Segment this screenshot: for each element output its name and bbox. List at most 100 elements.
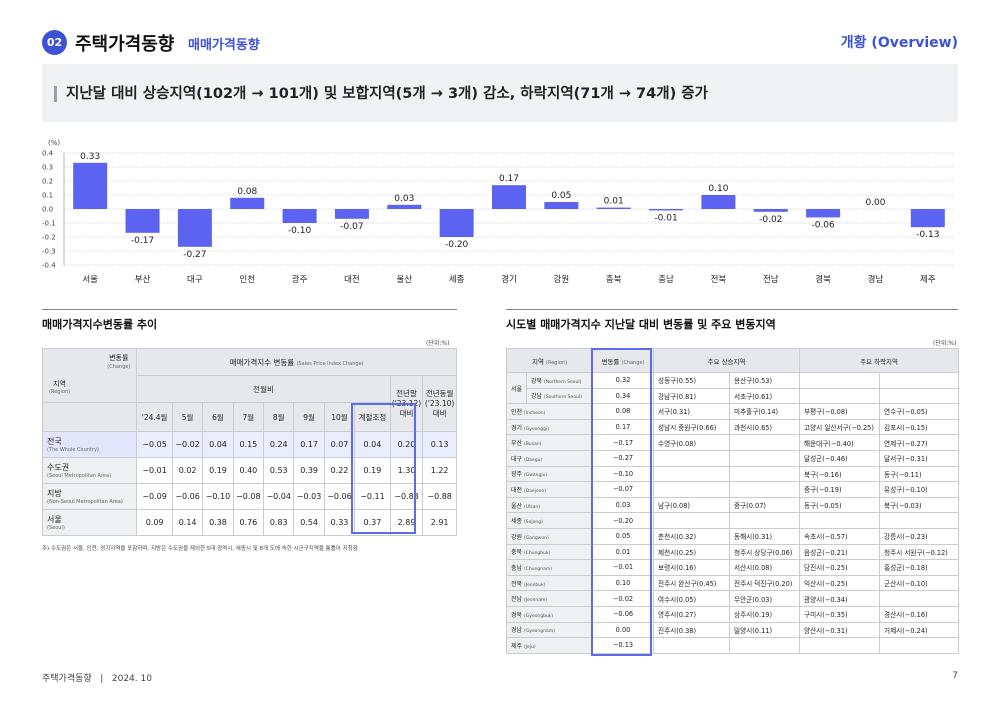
category-label: 경기 (501, 274, 517, 285)
category-label: 제주 (920, 275, 936, 285)
rise-region-cell: 성동구(0.55) (653, 372, 731, 389)
bar-광주 (282, 209, 317, 223)
fall-region-cell: 홍성군(−0.18) (879, 559, 960, 576)
fall-region-cell: 군산시(−0.10) (879, 574, 960, 592)
table-cell: 0.83 (263, 509, 295, 536)
fall-region-cell: 양산시(−0.31) (799, 621, 881, 639)
rise-region-cell: 성남시 중원구(0.66) (653, 418, 731, 436)
table-cell: 0.53 (263, 457, 295, 484)
rise-region-cell: 동해시(0.31) (729, 527, 801, 545)
rise-region-cell: 서산시(0.08) (729, 559, 801, 576)
y-tick-label: -0.1 (42, 220, 56, 228)
table-cell: 0.14 (171, 509, 204, 536)
col-header: 계절조정 (354, 402, 391, 432)
rise-region-cell: 중구(0.07) (729, 496, 801, 514)
table-row: 강원 (Gangwon) 0.05 춘천시(0.32) 동해시(0.31) 속초시(−0… (505, 527, 960, 545)
header-change: 변동률 (Change) (592, 348, 655, 373)
table-cell: −0.06 (171, 483, 204, 510)
header-region: 지역 (Region) (505, 348, 594, 373)
data-label: -0.02 (759, 215, 782, 225)
bar-인천 (230, 197, 265, 209)
data-label: -0.07 (340, 222, 363, 232)
table-row: 세종 (Sejong) −0.20 (505, 512, 960, 529)
data-label: -0.17 (131, 236, 154, 246)
data-label: -0.06 (811, 220, 835, 230)
fall-region-cell: 중구(−0.19) (799, 481, 881, 498)
table-row: 인천 (Incheon) 0.08 서구(0.31) 미추홀구(0.14) 부평구(−0… (505, 403, 960, 420)
fall-region-cell: 경산시(−0.16) (879, 605, 960, 623)
table-row: 전북 (Jeonbuk) 0.10 전주시 완산구(0.45) 전주시 덕진구(0.2… (505, 574, 960, 592)
table-cell: 0.40 (232, 457, 265, 484)
fall-region-cell: 고양시 일산서구(−0.25) (799, 418, 881, 436)
table-cell: 0.02 (171, 457, 204, 484)
fall-region-cell: 북구(−0.03) (879, 496, 960, 514)
bar-울산 (387, 204, 422, 209)
table-cell: −0.11 (354, 483, 391, 510)
fall-region-cell: 연수구(−0.05) (879, 403, 960, 420)
page-subtitle: 매매가격동향 (188, 38, 260, 53)
category-label: 세종 (449, 275, 465, 285)
category-label: 부산 (135, 274, 151, 285)
bar-충북 (596, 207, 631, 209)
page-header: 02 주택가격동향 매매가격동향 개황 (Overview) (42, 28, 958, 56)
table-row: 경남 (Gyeongnam) 0.00 진주시(0.38) 밀양시(0.11) 양산시(… (505, 621, 960, 639)
table-row: 광주 (Gwangju) −0.10 북구(−0.16) 동구(−0.11) (505, 465, 960, 483)
rise-region-cell: 용산구(0.53) (729, 372, 801, 389)
y-tick-label: 0.4 (42, 150, 54, 158)
bar-서울 (73, 162, 108, 209)
bar-전북 (701, 195, 736, 209)
category-label: 강원 (554, 274, 570, 285)
row-region-label: 광주 (Gwangju) (505, 465, 594, 483)
row-region-label: 강원 (Gangwon) (505, 527, 594, 545)
rise-region-cell (729, 434, 801, 451)
data-label: 0.03 (394, 194, 414, 204)
bar-대구 (177, 209, 212, 247)
table-cell: 0.13 (422, 431, 457, 458)
section-label: 개황 (Overview) (840, 35, 958, 51)
header-sales-price-change: 매매가격지수 변동률 (Sales Price Index Change) (136, 348, 457, 376)
row-region-label: 대전 (Daejeon) (505, 481, 594, 498)
y-tick-label: -0.2 (42, 234, 56, 242)
y-tick-label: -0.4 (42, 262, 56, 270)
rise-region-cell (653, 637, 731, 654)
rise-region-cell (653, 465, 731, 483)
category-label: 서울 (82, 275, 98, 285)
table-row: 경기 (Gyeonggi) 0.17 성남시 중원구(0.66) 과천시(0.65) 고… (505, 418, 960, 436)
highlight-change-column (591, 348, 652, 656)
table-row: 대전 (Daejeon) −0.07 중구(−0.19) 유성구(−0.10) (505, 481, 960, 498)
category-label: 대구 (187, 275, 203, 285)
summary-text: 지난달 대비 상승지역(102개 → 101개) 및 보합지역(5개 → 3개)… (66, 86, 708, 102)
table-cell: 0.22 (323, 457, 356, 484)
header-corner-spacer (41, 402, 138, 432)
y-tick-label: 0.0 (42, 206, 53, 214)
page-title: 주택가격동향 (75, 34, 175, 55)
fall-region-cell (799, 512, 881, 529)
fall-region-cell: 동구(−0.11) (879, 465, 960, 483)
corner-region-en: (Region) (49, 389, 71, 396)
rise-region-cell (653, 449, 731, 467)
fall-region-cell: 유성구(−0.10) (879, 481, 960, 498)
col-header: 7월 (232, 402, 265, 432)
fall-region-cell: 광양시(−0.34) (799, 590, 881, 607)
rise-region-cell (729, 449, 801, 467)
bar-제주 (910, 209, 945, 228)
table-row: 대구 (Daegu) −0.27 달성군(−0.46) 달서구(−0.31) (505, 449, 960, 467)
table-cell: 0.19 (202, 457, 234, 484)
price-change-trend-table: 변동률 (Change) 지역 (Region) 매매가격지수 변동률 (Sales… (41, 348, 457, 536)
table-cell: −0.04 (263, 483, 295, 510)
table-cell: −0.01 (136, 457, 173, 484)
right-unit-label: (단위:%) (933, 340, 957, 347)
table-row: 전국 (The Whole Country) −0.05 −0.02 0.04 0.15 0… (41, 431, 457, 458)
table-cell: 0.39 (293, 457, 325, 484)
rise-region-cell: 강남구(0.81) (653, 387, 731, 405)
corner-change-en: (Change) (107, 363, 131, 370)
rise-region-cell (729, 512, 801, 529)
table-row: 제주 (Jeju) −0.13 (505, 637, 960, 654)
y-tick-label: 0.1 (42, 192, 53, 200)
row-region-label: 인천 (Incheon) (505, 403, 594, 420)
data-label: 0.05 (551, 191, 571, 201)
regional-change-bar-chart: (%) 0.4 0.3 0.2 0.1 0.0 -0.1 -0.2 -0.3 -0.4 0.33 서울… (42, 139, 954, 285)
y-tick-label: 0.2 (42, 178, 53, 186)
fall-region-cell: 음성군(−0.21) (799, 543, 881, 561)
row-region-label: 수도권 (Seoul Metropolitan Area) (41, 457, 138, 484)
